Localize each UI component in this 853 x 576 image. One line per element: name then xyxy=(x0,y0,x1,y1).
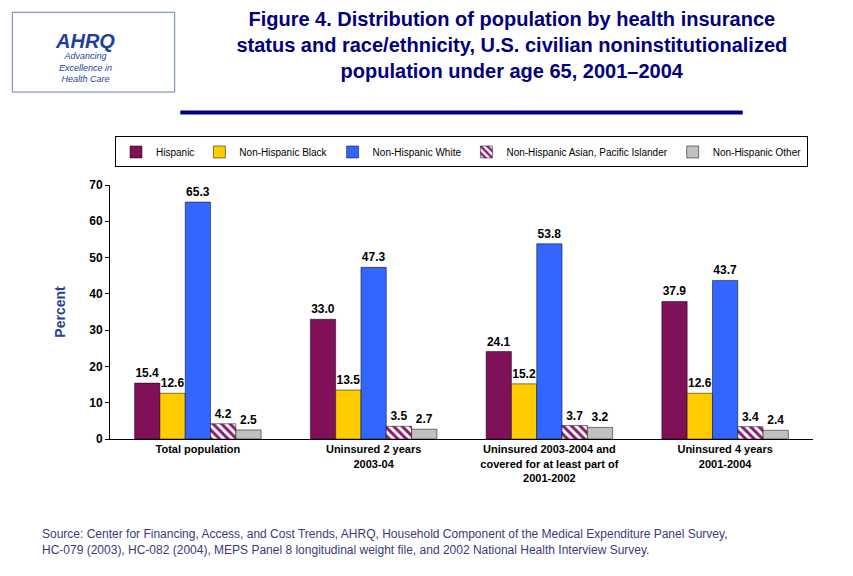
svg-text:Hispanic: Hispanic xyxy=(156,147,194,158)
svg-text:Non-Hispanic Other: Non-Hispanic Other xyxy=(713,147,801,158)
svg-text:2.7: 2.7 xyxy=(416,412,433,426)
svg-text:12.6: 12.6 xyxy=(161,376,185,390)
svg-text:33.0: 33.0 xyxy=(311,302,335,316)
svg-text:12.6: 12.6 xyxy=(688,376,712,390)
svg-text:4.2: 4.2 xyxy=(215,407,232,421)
svg-text:Percent: Percent xyxy=(52,286,68,338)
svg-text:2.4: 2.4 xyxy=(767,413,784,427)
svg-text:43.7: 43.7 xyxy=(713,263,737,277)
svg-text:Uninsured 2 years2003-04: Uninsured 2 years2003-04 xyxy=(326,443,421,469)
svg-text:AHRQ: AHRQ xyxy=(55,30,115,52)
svg-text:AdvancingExcellence inHealth C: AdvancingExcellence inHealth Care xyxy=(59,51,112,84)
svg-text:Non-Hispanic Asian, Pacific Is: Non-Hispanic Asian, Pacific Islander xyxy=(506,147,667,158)
svg-text:50: 50 xyxy=(89,251,103,265)
svg-text:Total population: Total population xyxy=(156,443,241,455)
svg-text:24.1: 24.1 xyxy=(487,335,511,349)
svg-text:3.5: 3.5 xyxy=(390,409,407,423)
svg-text:Figure 4. Distribution of popu: Figure 4. Distribution of population by … xyxy=(236,8,787,82)
svg-text:10: 10 xyxy=(89,396,103,410)
svg-text:13.5: 13.5 xyxy=(336,373,360,387)
svg-text:Non-Hispanic White: Non-Hispanic White xyxy=(373,147,462,158)
svg-text:Uninsured 4 years2001-2004: Uninsured 4 years2001-2004 xyxy=(677,443,772,469)
svg-text:15.2: 15.2 xyxy=(512,367,536,381)
svg-text:3.2: 3.2 xyxy=(591,410,608,424)
svg-text:60: 60 xyxy=(89,214,103,228)
svg-text:20: 20 xyxy=(89,360,103,374)
svg-text:30: 30 xyxy=(89,323,103,337)
svg-text:15.4: 15.4 xyxy=(135,366,159,380)
svg-text:Source: Center for Financing,: Source: Center for Financing, Access, an… xyxy=(42,527,727,557)
svg-text:Non-Hispanic Black: Non-Hispanic Black xyxy=(239,147,327,158)
svg-text:53.8: 53.8 xyxy=(538,227,562,241)
svg-text:Uninsured 2003-2004 andcovered: Uninsured 2003-2004 andcovered for at le… xyxy=(480,443,618,484)
svg-text:47.3: 47.3 xyxy=(362,250,386,264)
svg-text:37.9: 37.9 xyxy=(663,284,687,298)
svg-text:2.5: 2.5 xyxy=(240,413,257,427)
svg-text:0: 0 xyxy=(96,432,103,446)
svg-text:65.3: 65.3 xyxy=(186,185,210,199)
svg-text:70: 70 xyxy=(89,178,103,192)
svg-text:3.4: 3.4 xyxy=(742,410,759,424)
svg-text:40: 40 xyxy=(89,287,103,301)
svg-text:3.7: 3.7 xyxy=(566,409,583,423)
